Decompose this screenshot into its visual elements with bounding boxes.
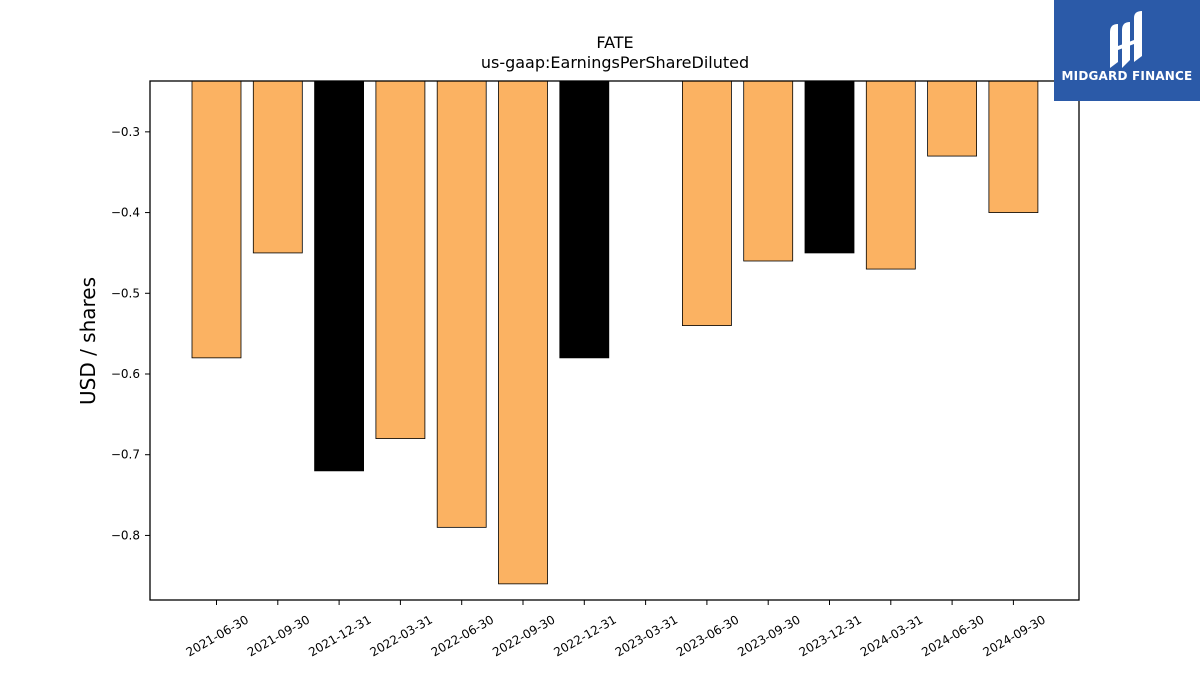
- x-tick-label: 2022-12-31: [551, 612, 618, 659]
- bar-2021-06-30: [191, 80, 242, 359]
- bar-2023-06-30: [682, 80, 732, 326]
- x-tick-label: 2022-03-31: [367, 612, 434, 659]
- x-tick-label: 2024-06-30: [919, 612, 986, 659]
- midgard-finance-logo: MIDGARD FINANCE: [1054, 0, 1200, 101]
- bar-2024-03-31: [865, 80, 916, 270]
- bar-2024-09-30: [988, 80, 1039, 213]
- bar-2021-09-30: [252, 80, 303, 254]
- bar-2023-09-30: [743, 80, 794, 262]
- bar-2024-06-30: [927, 80, 977, 157]
- chart-subtitle: us-gaap:EarningsPerShareDiluted: [481, 53, 749, 72]
- plot-frame: [149, 80, 1080, 601]
- chart-title: FATE: [596, 33, 633, 52]
- bar-2022-09-30: [498, 80, 548, 585]
- x-tick-label: 2022-09-30: [490, 612, 557, 659]
- y-axis-ticks: −0.3 −0.4 −0.5 −0.6 −0.7 −0.8: [111, 125, 150, 542]
- y-tick-label: −0.3: [111, 125, 140, 139]
- logo-text: MIDGARD FINANCE: [1061, 69, 1193, 83]
- y-tick-label: −0.6: [111, 367, 140, 381]
- bar-2022-12-31: [559, 80, 610, 359]
- y-tick-label: −0.5: [111, 286, 140, 300]
- y-tick-label: −0.4: [111, 206, 140, 220]
- bar-2023-12-31: [804, 80, 855, 254]
- x-tick-label: 2024-03-31: [858, 612, 925, 659]
- x-tick-label: 2023-06-30: [674, 612, 741, 659]
- bar-2022-06-30: [436, 80, 487, 528]
- x-tick-label: 2023-09-30: [735, 612, 802, 659]
- y-tick-label: −0.7: [111, 448, 140, 462]
- y-tick-label: −0.8: [111, 528, 140, 542]
- x-tick-label: 2022-06-30: [429, 612, 496, 659]
- x-axis-ticks: 2021-06-302021-09-302021-12-312022-03-31…: [184, 600, 1048, 659]
- x-tick-label: 2021-06-30: [184, 612, 251, 659]
- x-tick-label: 2021-09-30: [245, 612, 312, 659]
- bar-2021-12-31: [314, 80, 365, 472]
- x-tick-label: 2023-12-31: [797, 612, 864, 659]
- bar-2022-03-31: [375, 80, 426, 439]
- x-tick-label: 2024-09-30: [980, 612, 1047, 659]
- x-tick-label: 2023-03-31: [613, 612, 680, 659]
- y-axis-label: USD / shares: [76, 277, 100, 405]
- x-tick-label: 2021-12-31: [306, 612, 373, 659]
- bars-group: [191, 80, 1039, 585]
- midgard-logo-mark-icon: [1110, 11, 1142, 68]
